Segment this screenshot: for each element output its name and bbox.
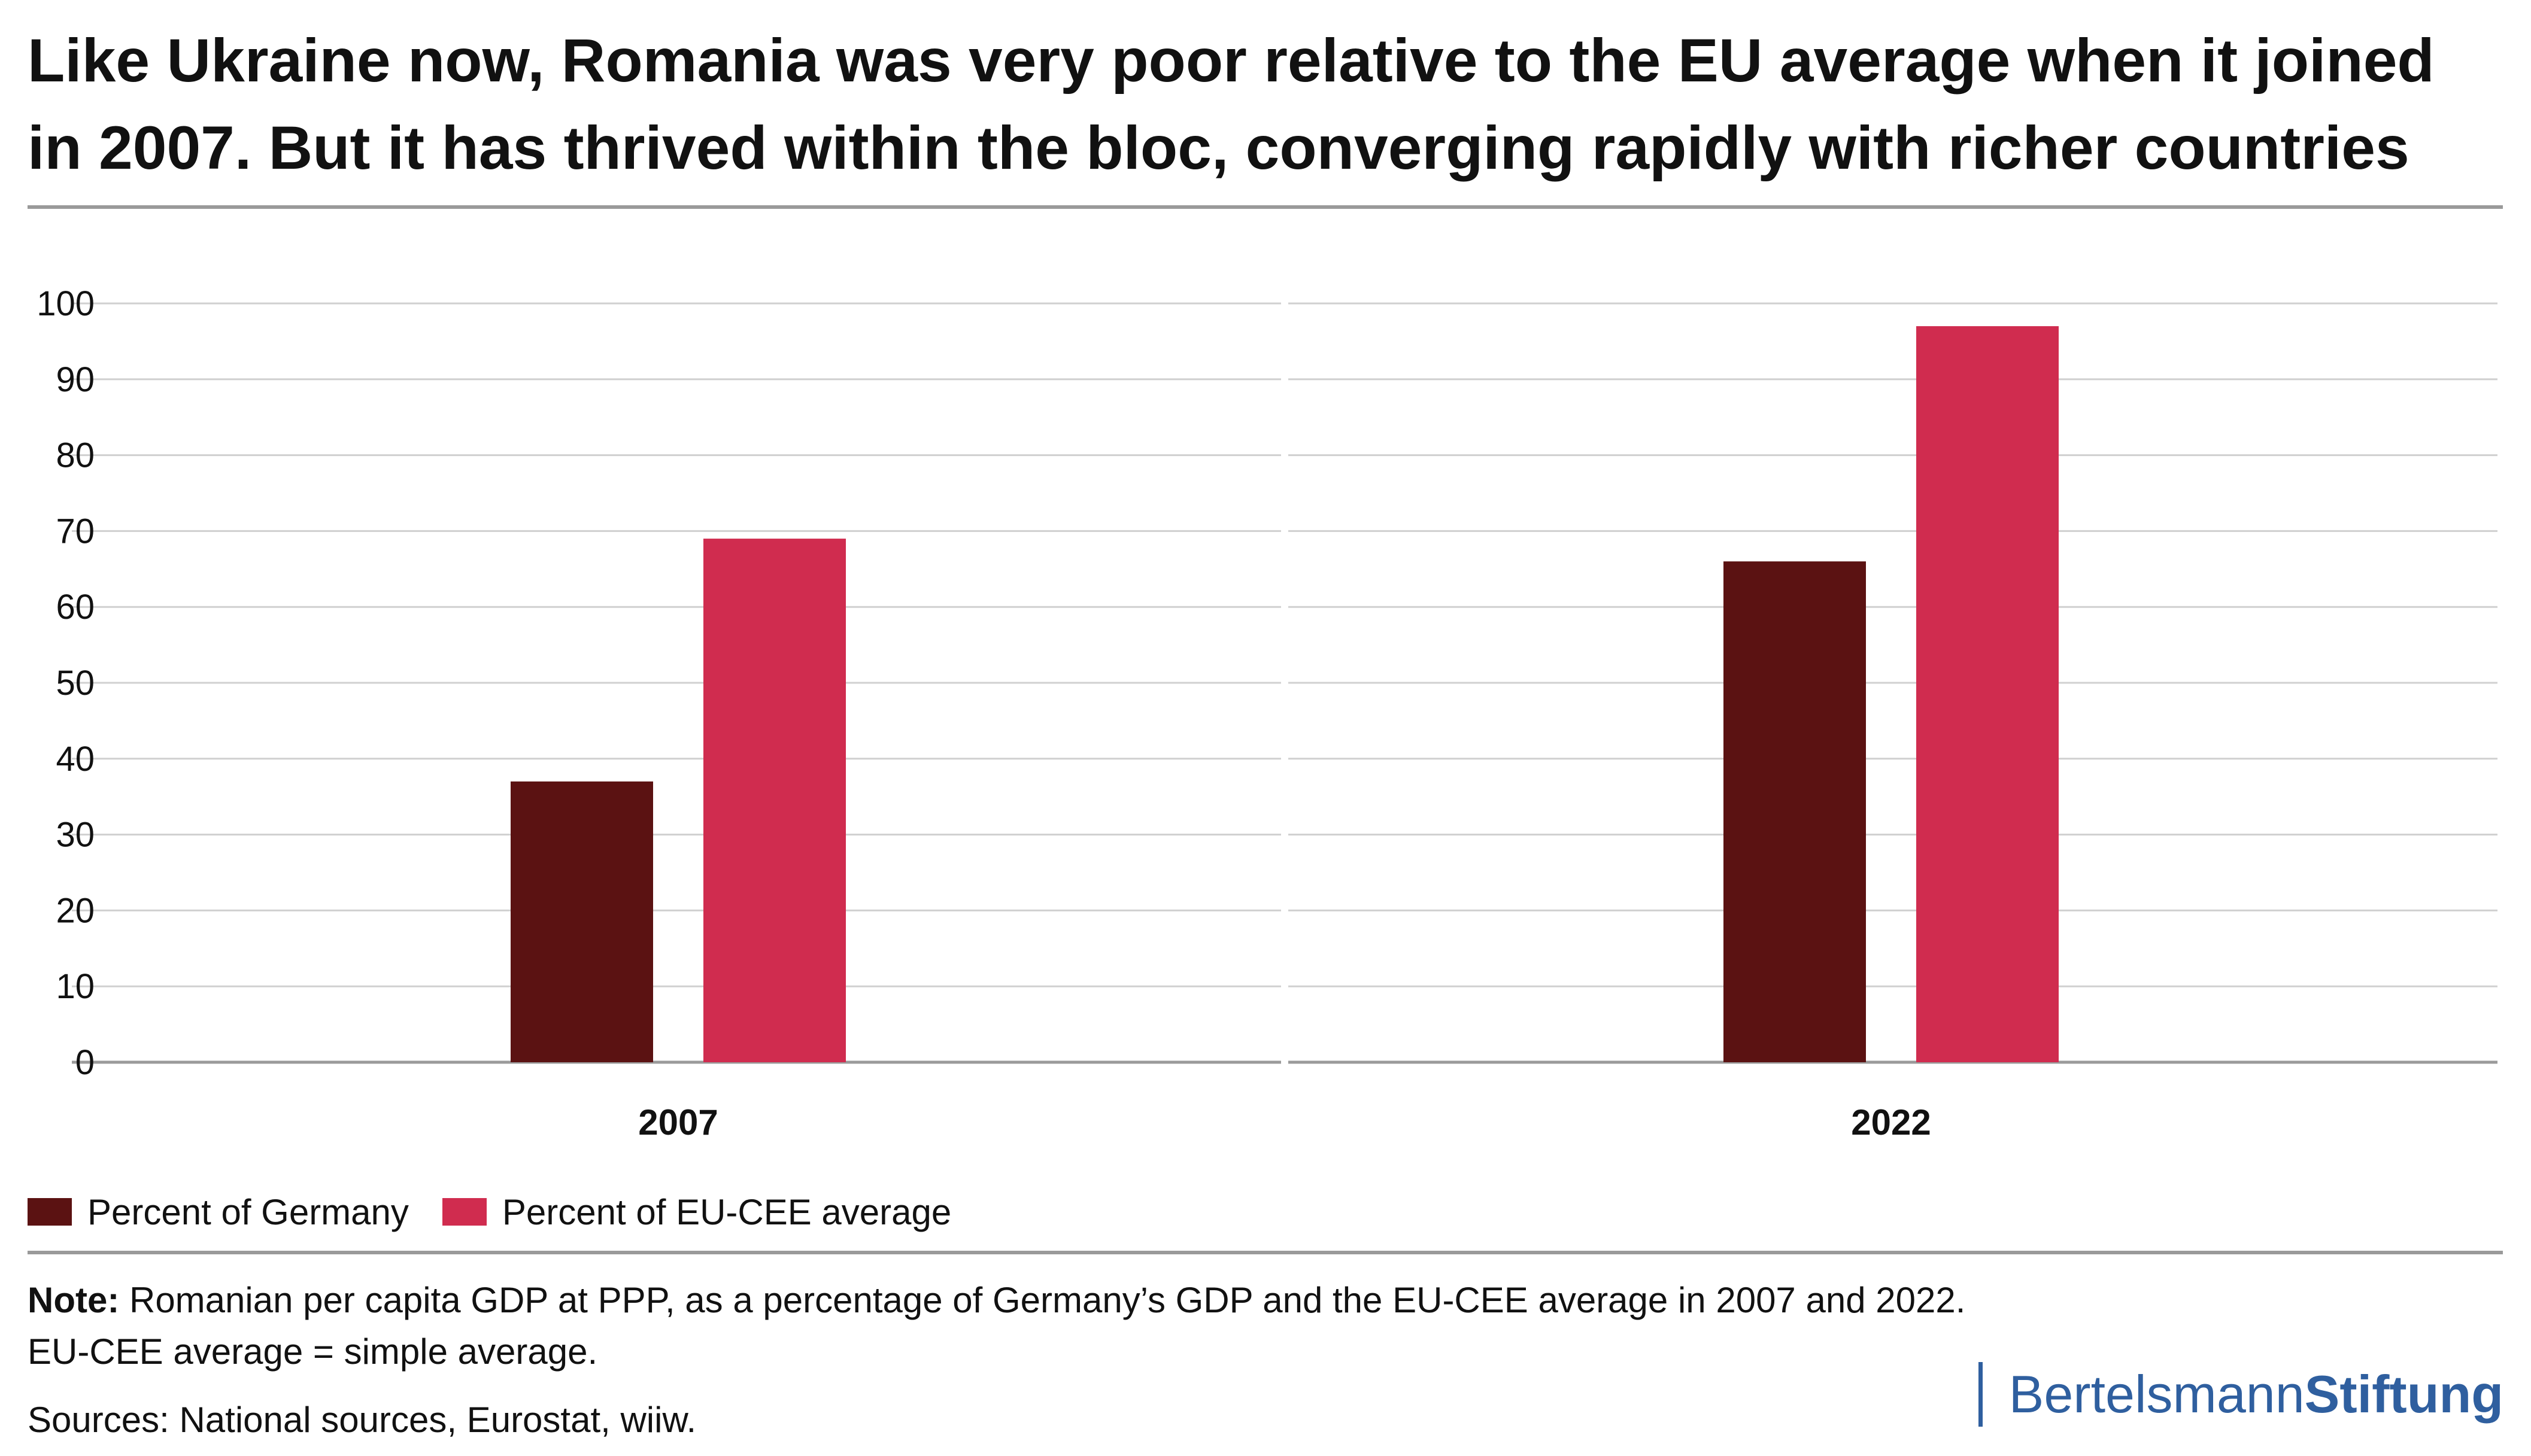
bar-chart: 0 10 20 30 40 50 60 70 80 90 100 2007 2022 (37, 284, 2497, 1142)
y-tick-label: 90 (56, 360, 95, 399)
x-tick-label: 2022 (1851, 1102, 1931, 1142)
bertelsmann-stiftung-logo: Bertelsmann Stiftung (1978, 1361, 2503, 1427)
logo-bar-icon (1978, 1362, 1983, 1427)
legend-item-eu-cee: Percent of EU-CEE average (442, 1191, 951, 1233)
legend-swatch-germany (28, 1198, 72, 1226)
title-divider (28, 205, 2503, 209)
note-label: Note: (28, 1280, 120, 1320)
note-text-2: EU-CEE average = simple average. (28, 1332, 598, 1372)
y-tick-label: 100 (37, 284, 95, 323)
note: Note: Romanian per capita GDP at PPP, as… (28, 1275, 1965, 1378)
logo-text-bold: Stiftung (2304, 1364, 2503, 1424)
y-tick-label: 0 (75, 1043, 95, 1082)
bars (511, 326, 2059, 1062)
bar-eu-cee-2007 (703, 539, 846, 1062)
y-tick-label: 60 (56, 588, 95, 627)
y-tick-label: 50 (56, 664, 95, 703)
x-axis-tick-labels: 2007 2022 (638, 1102, 1931, 1142)
bar-germany-2007 (511, 781, 653, 1062)
sources: Sources: National sources, Eurostat, wii… (28, 1400, 697, 1440)
bar-eu-cee-2022 (1916, 326, 2059, 1062)
legend: Percent of Germany Percent of EU-CEE ave… (28, 1188, 985, 1236)
note-text: Romanian per capita GDP at PPP, as a per… (129, 1280, 1966, 1320)
y-tick-label: 70 (56, 512, 95, 551)
bar-germany-2022 (1723, 561, 1866, 1062)
y-tick-label: 30 (56, 816, 95, 855)
legend-label-germany: Percent of Germany (87, 1191, 409, 1232)
y-tick-label: 80 (56, 436, 95, 475)
y-tick-label: 40 (56, 740, 95, 779)
legend-swatch-eu-cee (442, 1198, 487, 1226)
y-tick-label: 20 (56, 891, 95, 930)
footer-divider (28, 1251, 2503, 1254)
x-tick-label: 2007 (638, 1102, 718, 1142)
logo-text-regular: Bertelsmann (2008, 1364, 2305, 1424)
gridlines (72, 302, 2497, 1064)
legend-label-eu-cee: Percent of EU-CEE average (502, 1191, 952, 1232)
y-axis-tick-labels: 0 10 20 30 40 50 60 70 80 90 100 (37, 284, 95, 1082)
chart-title: Like Ukraine now, Romania was very poor … (28, 26, 2435, 182)
y-tick-label: 10 (56, 967, 95, 1006)
legend-item-germany: Percent of Germany (28, 1191, 409, 1233)
